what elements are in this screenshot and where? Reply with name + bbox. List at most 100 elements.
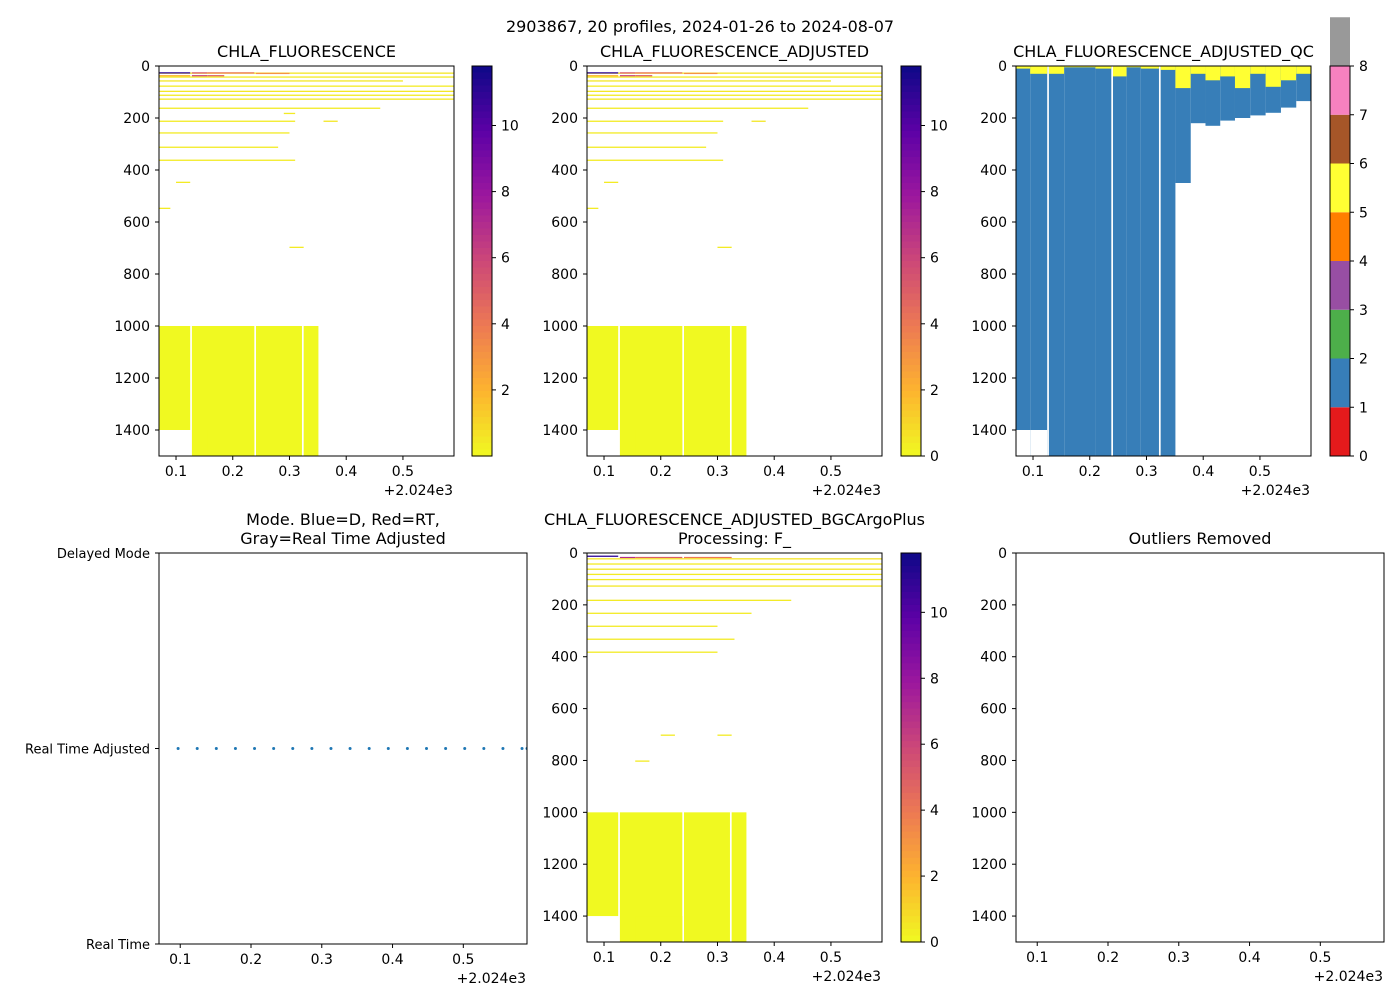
colorbar-segment	[472, 306, 492, 314]
colorbar-frame	[471, 65, 493, 457]
mode-point	[310, 747, 314, 750]
x-offset-label: +2.024e3	[812, 483, 881, 499]
qc-column-probably-bad	[1175, 66, 1191, 89]
data-cell	[159, 207, 171, 209]
colorbar-tick-label: 10	[930, 605, 948, 621]
colorbar-segment	[901, 624, 921, 632]
data-cell	[587, 612, 752, 614]
colorbar-segment	[901, 909, 921, 917]
colorbar-tick-label: 4	[501, 317, 510, 333]
colorbar-segment	[901, 72, 921, 80]
data-cell	[159, 159, 296, 161]
data-cell	[587, 585, 882, 587]
colorbar-segment	[472, 170, 492, 178]
x-tick-label: 0.5	[820, 464, 842, 480]
colorbar-tick-label: 0	[930, 935, 939, 951]
colorbar-segment	[472, 248, 492, 256]
colorbar-segment	[901, 890, 921, 898]
qc-column-probably-bad	[1048, 66, 1065, 74]
colorbar-segment	[1330, 114, 1350, 164]
data-cell	[159, 107, 381, 109]
colorbar-segment	[901, 345, 921, 353]
colorbar-segment	[901, 267, 921, 275]
y-tick-label: Real Time	[86, 938, 150, 953]
x-tick-label: 0.2	[1079, 464, 1101, 480]
colorbar-segment	[901, 630, 921, 638]
y-tick-label: 800	[980, 753, 1007, 769]
data-cell	[660, 734, 675, 736]
chart-title: Outliers Removed	[1129, 529, 1272, 548]
chart-title: CHLA_FLUORESCENCE_ADJUSTED_QC	[1013, 42, 1314, 62]
colorbar-segment	[1330, 309, 1350, 359]
colorbar-tick-label: 0	[1359, 449, 1368, 465]
colorbar-segment	[901, 702, 921, 710]
data-cell	[159, 98, 454, 100]
colorbar-segment	[901, 384, 921, 392]
x-tick-label: 0.5	[392, 464, 414, 480]
data-cell	[731, 812, 747, 942]
mode-point	[214, 747, 218, 750]
qc-column-probably-bad	[1160, 66, 1176, 70]
y-tick-label: Real Time Adjusted	[25, 743, 150, 758]
y-tick-label: 200	[980, 598, 1007, 614]
plot-content	[587, 555, 882, 942]
colorbar-segment	[901, 183, 921, 191]
colorbar-segment	[472, 449, 492, 457]
data-cell	[207, 72, 255, 74]
colorbar-frame	[900, 65, 922, 457]
colorbar-segment	[901, 572, 921, 580]
colorbar-tick-label: 6	[930, 737, 939, 753]
figure-suptitle: 2903867, 20 profiles, 2024-01-26 to 2024…	[506, 17, 894, 36]
colorbar-segment	[901, 637, 921, 645]
data-cell	[684, 326, 730, 456]
colorbar-segment	[472, 215, 492, 223]
y-tick-label: 600	[551, 215, 578, 231]
colorbar-segment	[901, 929, 921, 937]
x-tick-label: 0.3	[1135, 464, 1157, 480]
data-cell	[159, 72, 191, 74]
colorbar-segment	[901, 287, 921, 295]
colorbar-segment	[901, 163, 921, 171]
data-cell	[587, 651, 718, 653]
colorbar-segment	[901, 896, 921, 904]
colorbar-segment	[472, 79, 492, 87]
colorbar-segment	[472, 391, 492, 399]
colorbar-tick-label: 3	[1359, 303, 1368, 319]
x-tick-label: 0.1	[1022, 464, 1044, 480]
colorbar-segment	[472, 176, 492, 184]
colorbar-segment	[901, 417, 921, 425]
x-tick-label: 0.2	[1097, 950, 1119, 966]
colorbar-segment	[901, 831, 921, 839]
y-tick-label: 200	[551, 111, 578, 127]
y-tick-label: 1400	[971, 909, 1007, 925]
colorbar-segment	[901, 617, 921, 625]
qc-column-missing	[1030, 430, 1048, 456]
colorbar-segment	[472, 144, 492, 152]
colorbar-segment	[901, 274, 921, 282]
y-tick-label: 200	[980, 111, 1007, 127]
plot-area	[159, 553, 527, 944]
colorbar-segment	[901, 773, 921, 781]
mode-point	[386, 747, 390, 750]
colorbar-segment	[901, 397, 921, 405]
y-tick-label: 400	[980, 163, 1007, 179]
x-offset-label: +2.024e3	[1314, 969, 1383, 985]
data-cell	[159, 72, 454, 74]
colorbar-tick-label: 0	[930, 449, 939, 465]
y-tick-label: 1000	[114, 319, 150, 335]
y-tick-label: 0	[998, 546, 1007, 562]
colorbar-segment	[901, 365, 921, 373]
colorbar-segment	[901, 202, 921, 210]
mode-point	[444, 747, 448, 750]
colorbar-segment	[901, 313, 921, 321]
data-cell	[587, 90, 882, 92]
x-tick-label: 0.1	[169, 952, 191, 968]
colorbar-segment	[901, 176, 921, 184]
colorbar-segment	[472, 417, 492, 425]
colorbar-segment	[901, 157, 921, 165]
colorbar-segment	[901, 326, 921, 334]
data-cell	[587, 107, 809, 109]
qc-column-good	[1095, 66, 1112, 456]
colorbar-segment	[901, 306, 921, 314]
colorbar-segment	[901, 235, 921, 243]
